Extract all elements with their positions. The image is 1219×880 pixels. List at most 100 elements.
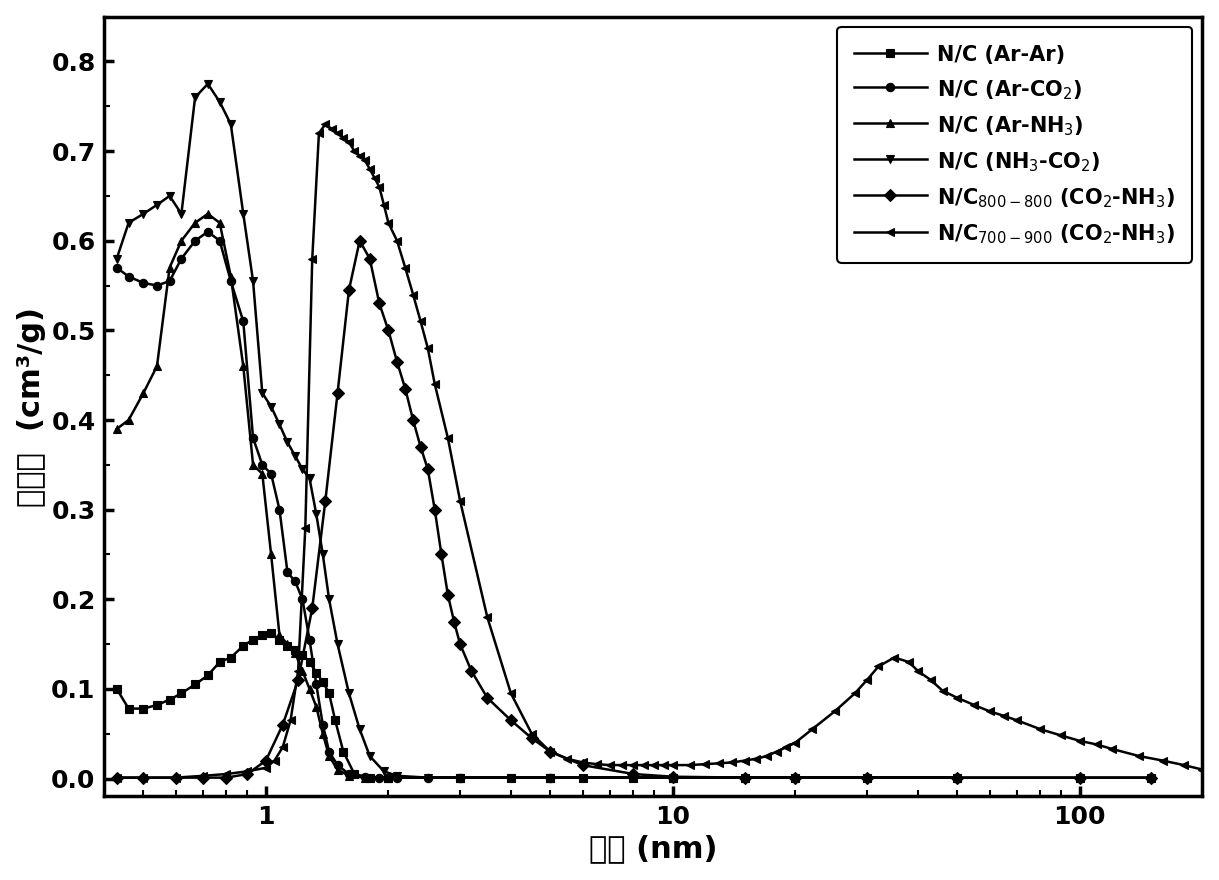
- N/C (Ar-NH$_3$): [382, 773, 396, 783]
- N/C (NH$_3$-CO$_2$): [200, 78, 215, 89]
- N/C$_{700-900}$ (CO$_2$-NH$_3$): [240, 766, 255, 777]
- N/C (Ar-CO$_2$): [288, 576, 302, 587]
- N/C$_{700-900}$ (CO$_2$-NH$_3$): [341, 137, 356, 148]
- N/C (NH$_3$-CO$_2$): [330, 639, 345, 649]
- N/C (Ar-NH$_3$): [236, 361, 251, 371]
- N/C (NH$_3$-CO$_2$): [666, 773, 680, 783]
- N/C (Ar-Ar): [1073, 773, 1087, 783]
- N/C$_{800-800}$ (CO$_2$-NH$_3$): [428, 504, 442, 515]
- N/C$_{700-900}$ (CO$_2$-NH$_3$): [305, 253, 319, 264]
- N/C (Ar-NH$_3$): [174, 236, 189, 246]
- N/C (NH$_3$-CO$_2$): [236, 209, 251, 219]
- N/C$_{800-800}$ (CO$_2$-NH$_3$): [452, 639, 467, 649]
- N/C (NH$_3$-CO$_2$): [341, 688, 356, 699]
- N/C$_{700-900}$ (CO$_2$-NH$_3$): [697, 759, 712, 769]
- N/C (NH$_3$-CO$_2$): [188, 92, 202, 103]
- N/C (Ar-NH$_3$): [122, 414, 137, 425]
- N/C$_{800-800}$ (CO$_2$-NH$_3$): [413, 442, 428, 452]
- N/C (Ar-CO$_2$): [302, 634, 317, 645]
- N/C (Ar-Ar): [174, 688, 189, 699]
- N/C$_{800-800}$ (CO$_2$-NH$_3$): [137, 773, 151, 783]
- N/C (Ar-Ar): [859, 773, 874, 783]
- N/C (Ar-Ar): [575, 773, 590, 783]
- N/C (Ar-Ar): [223, 652, 238, 663]
- N/C (NH$_3$-CO$_2$): [122, 217, 137, 228]
- N/C$_{800-800}$ (CO$_2$-NH$_3$): [859, 773, 874, 783]
- N/C (Ar-Ar): [336, 746, 351, 757]
- N/C (Ar-CO$_2$): [308, 679, 323, 690]
- N/C (Ar-Ar): [236, 641, 251, 651]
- N/C (NH$_3$-CO$_2$): [302, 473, 317, 483]
- N/C$_{800-800}$ (CO$_2$-NH$_3$): [168, 773, 183, 783]
- N/C$_{800-800}$ (CO$_2$-NH$_3$): [434, 549, 449, 560]
- N/C$_{800-800}$ (CO$_2$-NH$_3$): [1073, 773, 1087, 783]
- N/C$_{800-800}$ (CO$_2$-NH$_3$): [503, 715, 518, 725]
- N/C (NH$_3$-CO$_2$): [110, 253, 124, 264]
- N/C (Ar-Ar): [737, 773, 752, 783]
- N/C$_{800-800}$ (CO$_2$-NH$_3$): [195, 773, 210, 783]
- N/C$_{800-800}$ (CO$_2$-NH$_3$): [110, 773, 124, 783]
- N/C (Ar-Ar): [288, 645, 302, 656]
- N/C (Ar-NH$_3$): [666, 773, 680, 783]
- N/C (Ar-CO$_2$): [236, 316, 251, 326]
- N/C (NH$_3$-CO$_2$): [246, 275, 261, 286]
- N/C (Ar-CO$_2$): [421, 773, 435, 783]
- N/C (Ar-CO$_2$): [272, 504, 286, 515]
- N/C (Ar-Ar): [295, 649, 310, 660]
- N/C (Ar-CO$_2$): [174, 253, 189, 264]
- N/C (Ar-CO$_2$): [110, 262, 124, 273]
- Y-axis label: 孔容积  (cm³/g): 孔容积 (cm³/g): [17, 306, 45, 507]
- N/C (Ar-CO$_2$): [188, 236, 202, 246]
- N/C (Ar-NH$_3$): [200, 209, 215, 219]
- N/C$_{800-800}$ (CO$_2$-NH$_3$): [575, 759, 590, 770]
- N/C$_{700-900}$ (CO$_2$-NH$_3$): [1195, 764, 1209, 774]
- N/C (NH$_3$-CO$_2$): [272, 419, 286, 429]
- N/C$_{800-800}$ (CO$_2$-NH$_3$): [666, 772, 680, 782]
- N/C (Ar-NH$_3$): [150, 361, 165, 371]
- N/C$_{800-800}$ (CO$_2$-NH$_3$): [446, 616, 461, 627]
- N/C$_{800-800}$ (CO$_2$-NH$_3$): [305, 603, 319, 613]
- N/C$_{800-800}$ (CO$_2$-NH$_3$): [421, 464, 435, 474]
- N/C (Ar-CO$_2$): [280, 567, 295, 577]
- N/C (Ar-Ar): [666, 773, 680, 783]
- N/C$_{800-800}$ (CO$_2$-NH$_3$): [627, 769, 641, 780]
- N/C (Ar-NH$_3$): [308, 701, 323, 712]
- N/C (Ar-Ar): [316, 677, 330, 687]
- N/C (NH$_3$-CO$_2$): [150, 200, 165, 210]
- N/C (Ar-Ar): [122, 703, 137, 714]
- N/C (NH$_3$-CO$_2$): [352, 724, 367, 735]
- N/C (Ar-Ar): [452, 773, 467, 783]
- N/C (Ar-NH$_3$): [263, 549, 278, 560]
- N/C$_{700-900}$ (CO$_2$-NH$_3$): [828, 706, 842, 716]
- N/C (Ar-Ar): [302, 656, 317, 667]
- N/C$_{700-900}$ (CO$_2$-NH$_3$): [902, 656, 917, 667]
- N/C (Ar-NH$_3$): [110, 423, 124, 434]
- N/C (Ar-NH$_3$): [950, 773, 964, 783]
- N/C$_{800-800}$ (CO$_2$-NH$_3$): [440, 590, 455, 600]
- N/C (Ar-NH$_3$): [246, 459, 261, 470]
- N/C$_{800-800}$ (CO$_2$-NH$_3$): [341, 285, 356, 296]
- N/C (Ar-Ar): [200, 671, 215, 681]
- N/C (Ar-Ar): [188, 679, 202, 690]
- N/C (Ar-Ar): [1145, 773, 1159, 783]
- N/C (Ar-Ar): [110, 684, 124, 694]
- N/C (Ar-Ar): [263, 628, 278, 639]
- N/C (Ar-NH$_3$): [212, 217, 227, 228]
- Line: N/C (NH$_3$-CO$_2$): N/C (NH$_3$-CO$_2$): [112, 80, 962, 781]
- N/C (Ar-NH$_3$): [357, 773, 372, 783]
- N/C (Ar-Ar): [280, 641, 295, 651]
- N/C (Ar-NH$_3$): [330, 764, 345, 774]
- N/C$_{800-800}$ (CO$_2$-NH$_3$): [382, 325, 396, 335]
- N/C (NH$_3$-CO$_2$): [162, 191, 177, 202]
- Line: N/C$_{700-900}$ (CO$_2$-NH$_3$): N/C$_{700-900}$ (CO$_2$-NH$_3$): [112, 120, 1207, 781]
- N/C (Ar-NH$_3$): [542, 773, 557, 783]
- N/C (Ar-Ar): [137, 703, 151, 714]
- N/C$_{800-800}$ (CO$_2$-NH$_3$): [390, 356, 405, 367]
- N/C$_{800-800}$ (CO$_2$-NH$_3$): [480, 693, 495, 703]
- N/C (Ar-CO$_2$): [390, 773, 405, 783]
- N/C (Ar-Ar): [347, 769, 362, 780]
- Line: N/C (Ar-Ar): N/C (Ar-Ar): [112, 629, 1156, 781]
- N/C (Ar-CO$_2$): [357, 772, 372, 782]
- N/C (NH$_3$-CO$_2$): [174, 209, 189, 219]
- N/C (Ar-CO$_2$): [322, 746, 336, 757]
